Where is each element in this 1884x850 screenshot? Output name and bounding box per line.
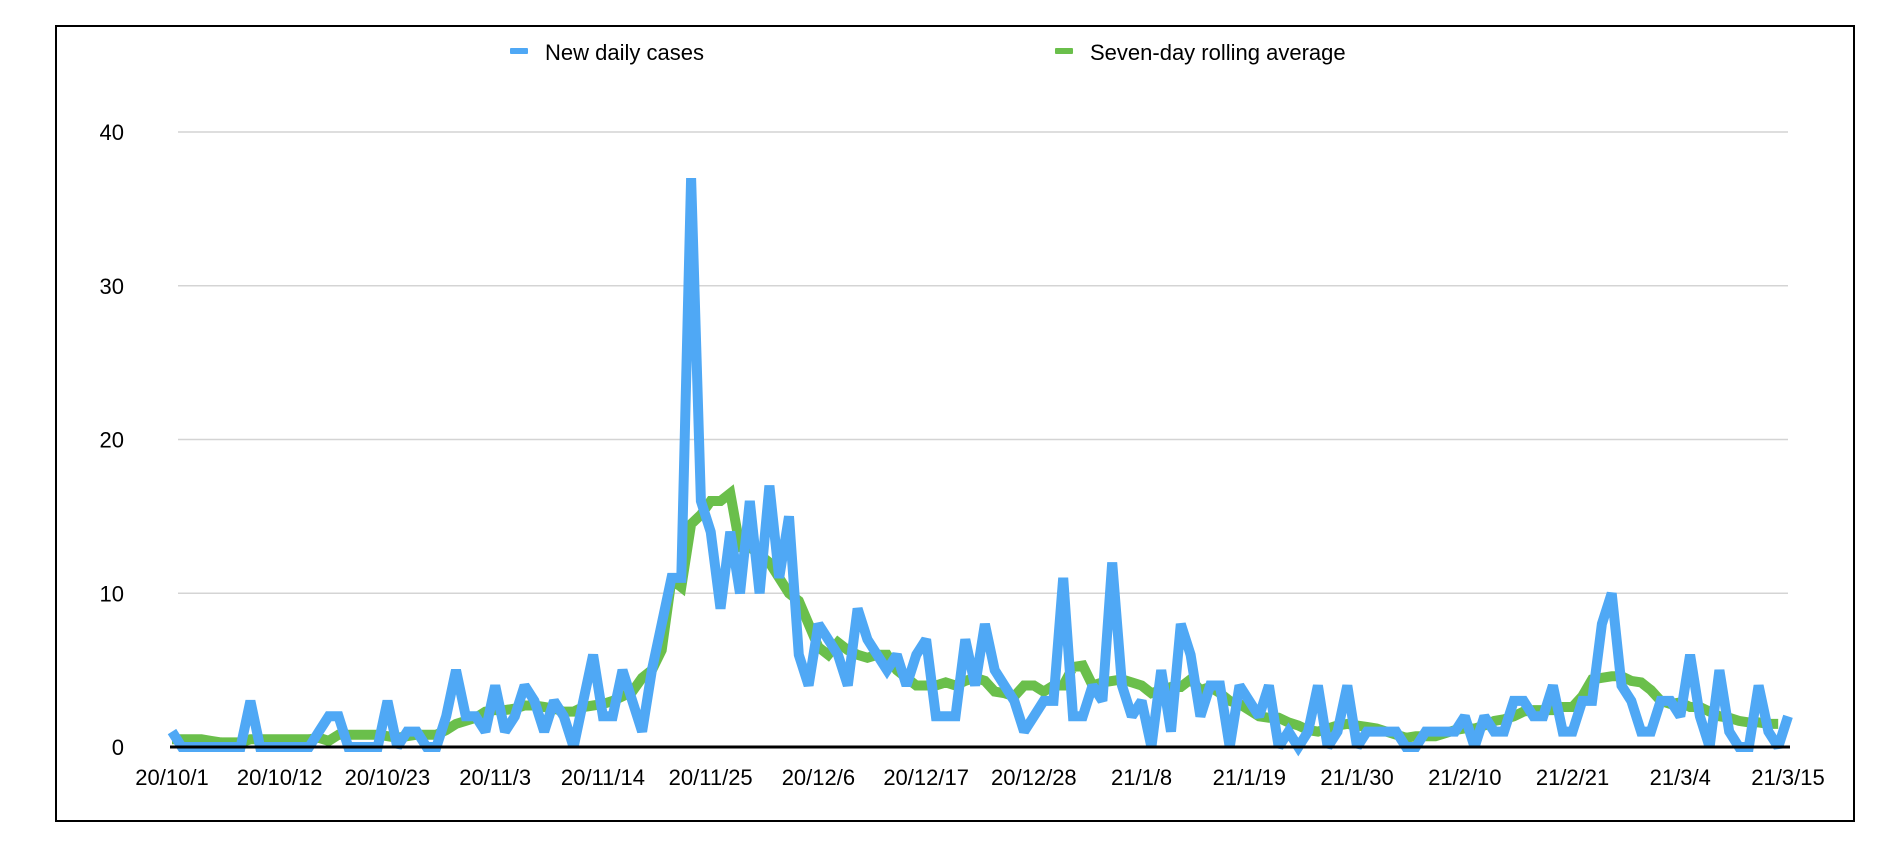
x-tick-label: 20/12/28 [991, 765, 1077, 790]
x-tick-label: 21/1/19 [1213, 765, 1286, 790]
x-tick-label: 21/2/10 [1428, 765, 1501, 790]
legend-label-new-daily-cases: New daily cases [545, 40, 704, 65]
legend-item-new-daily-cases[interactable]: New daily cases [510, 40, 704, 65]
series-line-seven-day-rolling-average [172, 484, 1779, 748]
x-tick-label: 20/11/14 [561, 765, 645, 790]
x-tick-label: 20/12/6 [782, 765, 855, 790]
y-tick-label: 10 [100, 581, 124, 606]
x-tick-label: 20/12/17 [883, 765, 969, 790]
x-tick-label: 20/11/3 [459, 765, 531, 790]
series-line-new-daily-cases [167, 177, 1793, 757]
chart-frame [55, 25, 1855, 822]
x-tick-label: 21/3/15 [1751, 765, 1824, 790]
legend-swatch-new-daily-cases [510, 48, 528, 54]
y-axis-ticks: 0 10 20 30 40 [100, 120, 124, 760]
x-tick-label: 20/11/25 [669, 765, 753, 790]
x-tick-label: 20/10/23 [345, 765, 431, 790]
legend-item-seven-day-rolling-average[interactable]: Seven-day rolling average [1055, 40, 1346, 65]
x-tick-label: 20/10/12 [237, 765, 323, 790]
x-tick-label: 21/3/4 [1650, 765, 1711, 790]
x-axis-ticks: 20/10/1 20/10/12 20/10/23 20/11/3 20/11/14 20… [135, 765, 1824, 790]
x-tick-label: 21/1/30 [1320, 765, 1393, 790]
series-lines [167, 177, 1793, 757]
x-tick-label: 21/1/8 [1111, 765, 1172, 790]
y-tick-label: 0 [112, 735, 124, 760]
y-tick-label: 40 [100, 120, 124, 145]
series-new-daily-cases [167, 177, 1793, 757]
series-seven-day-rolling-average [171, 484, 1779, 748]
legend-label-seven-day-rolling-average: Seven-day rolling average [1090, 40, 1346, 65]
y-tick-label: 20 [100, 428, 124, 453]
x-tick-label: 21/2/21 [1536, 765, 1609, 790]
legend-swatch-seven-day-rolling-average [1055, 48, 1073, 54]
legend: New daily cases Seven-day rolling averag… [510, 40, 1346, 65]
y-tick-label: 30 [100, 274, 124, 299]
gridlines [178, 131, 1788, 594]
x-tick-label: 20/10/1 [135, 765, 208, 790]
